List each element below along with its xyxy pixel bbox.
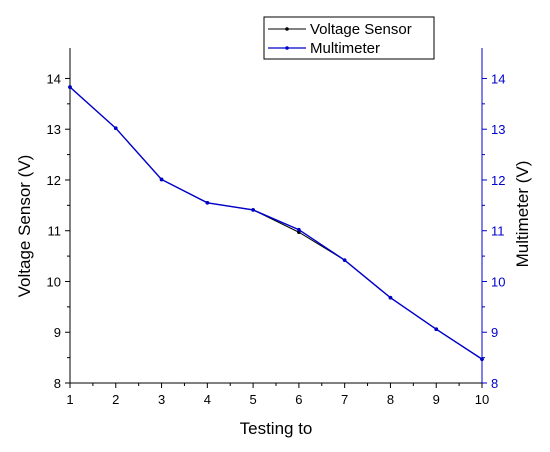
x-tick-label: 2	[112, 392, 119, 407]
data-point-multimeter	[434, 327, 439, 331]
right-y-tick-label: 13	[491, 122, 505, 137]
axes-frame	[69, 48, 483, 384]
right-y-tick-label: 14	[491, 71, 505, 86]
left-y-tick-label: 11	[48, 224, 62, 239]
data-point-multimeter	[159, 177, 164, 182]
right-y-tick-label: 9	[491, 325, 498, 340]
left-y-ticks: 8 9 10 11 12 13 14	[47, 71, 70, 391]
left-y-tick-label: 12	[47, 173, 61, 188]
left-y-axis-title: Voltage Sensor (V)	[15, 155, 34, 298]
legend-label-voltage-sensor: Voltage Sensor	[310, 21, 412, 38]
data-point-multimeter	[388, 295, 393, 300]
series-line-multimeter	[69, 86, 483, 360]
x-axis-title: Testing to	[240, 419, 313, 438]
data-point-multimeter	[297, 227, 301, 232]
legend-box	[263, 16, 435, 60]
x-tick-label: 10	[475, 392, 489, 407]
legend-marker-voltage-sensor	[285, 27, 289, 31]
right-y-tick-label: 10	[491, 274, 505, 289]
x-tick-label: 6	[295, 392, 302, 407]
left-y-tick-label: 13	[47, 122, 61, 137]
x-ticks: 1 2 3 4 5 6 7 8 9 10	[66, 383, 489, 407]
x-tick-label: 9	[433, 392, 440, 407]
left-y-tick-label: 9	[54, 325, 61, 340]
x-tick-label: 5	[249, 392, 256, 407]
series-layer	[68, 85, 484, 361]
right-y-ticks: 8 9 10 11 12 13 14	[482, 71, 505, 391]
left-y-tick-label: 8	[54, 376, 61, 391]
data-point-voltage-sensor	[297, 230, 301, 235]
legend-label-multimeter: Multimeter	[310, 40, 380, 57]
data-point-multimeter	[480, 357, 484, 361]
x-tick-label: 7	[341, 392, 348, 407]
x-tick-label: 8	[387, 392, 394, 407]
legend-marker-multimeter	[285, 46, 289, 50]
data-point-multimeter	[68, 85, 72, 89]
legend: Voltage Sensor Multimeter	[263, 16, 435, 60]
data-point-multimeter	[205, 201, 210, 205]
right-y-tick-label: 11	[491, 224, 505, 239]
left-y-tick-label: 10	[47, 274, 61, 289]
right-y-tick-label: 12	[491, 173, 505, 188]
x-tick-label: 1	[66, 392, 73, 407]
x-tick-label: 4	[204, 392, 211, 407]
data-point-multimeter	[251, 208, 255, 212]
right-y-tick-label: 8	[491, 376, 498, 391]
right-y-axis-title: Multimeter (V)	[513, 161, 532, 268]
data-point-multimeter	[113, 126, 118, 130]
left-y-tick-label: 14	[47, 71, 61, 86]
x-tick-label: 3	[158, 392, 165, 407]
data-point-multimeter	[342, 258, 347, 262]
